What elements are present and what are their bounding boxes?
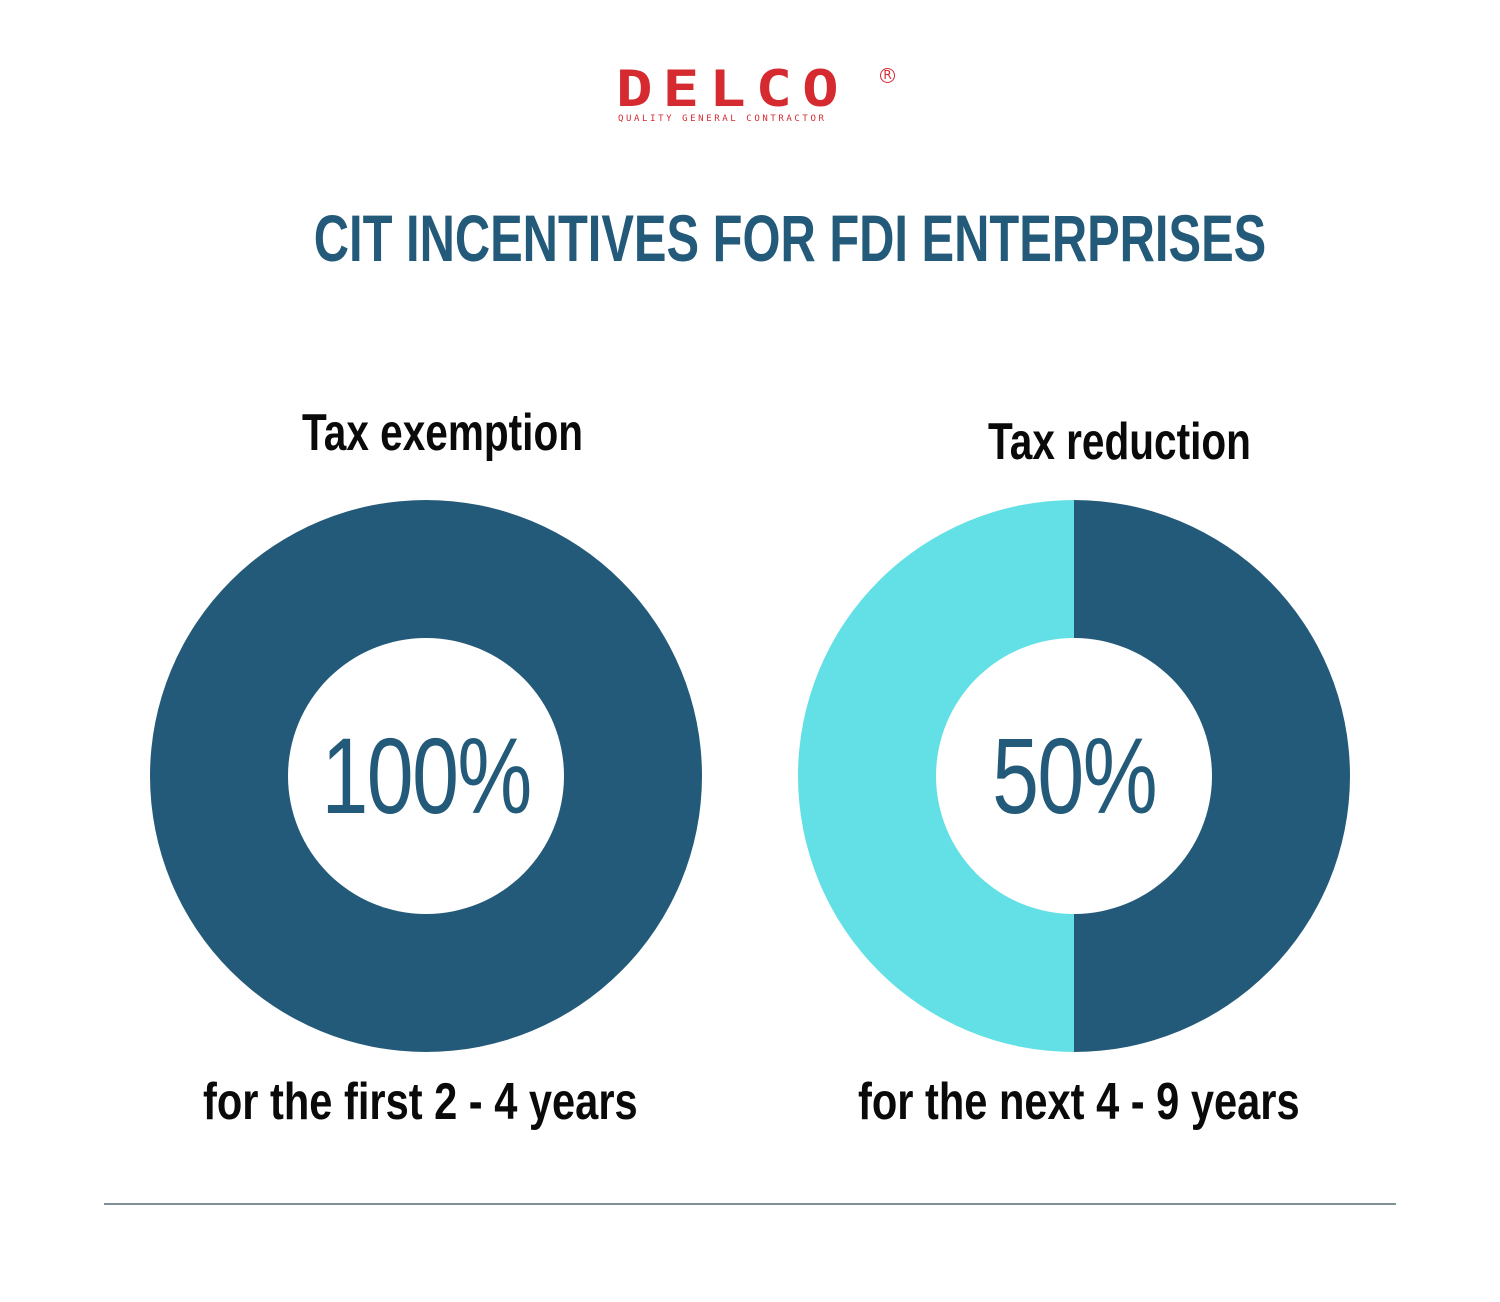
chart-heading-reduction: Tax reduction <box>988 413 1251 471</box>
donut-chart-exemption: 100% <box>150 500 702 1052</box>
logo-tagline: QUALITY GENERAL CONTRACTOR <box>618 114 827 124</box>
logo-wordmark: DELCO <box>616 60 849 118</box>
footer-divider <box>104 1203 1396 1205</box>
delco-logo: DELCO R QUALITY GENERAL CONTRACTOR <box>612 60 902 130</box>
chart-heading-exemption: Tax exemption <box>302 404 583 462</box>
percent-label: 100% <box>321 715 532 836</box>
donut-hole: 100% <box>288 638 564 914</box>
percent-label: 50% <box>992 715 1157 836</box>
donut-hole: 50% <box>936 638 1212 914</box>
donut-chart-reduction: 50% <box>798 500 1350 1052</box>
chart-caption-exemption: for the first 2 - 4 years <box>203 1073 638 1131</box>
chart-caption-reduction: for the next 4 - 9 years <box>858 1073 1300 1131</box>
registered-mark-icon: R <box>880 68 895 83</box>
page-title: CIT INCENTIVES FOR FDI ENTERPRISES <box>313 201 1267 275</box>
